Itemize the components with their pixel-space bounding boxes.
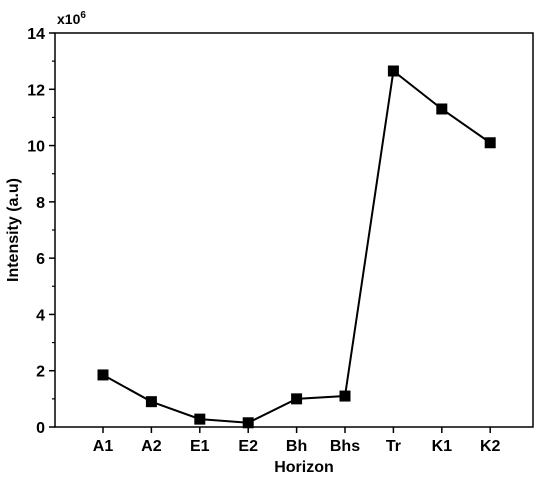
y-tick-label: 14	[27, 26, 45, 43]
x-axis: A1 A2 E1 E2 Bh Bhs Tr K1 K2	[93, 427, 501, 455]
plot-frame	[54, 32, 534, 428]
data-point	[387, 65, 399, 77]
series-points	[97, 65, 496, 429]
y-tick-label: 12	[27, 82, 45, 99]
y-axis-multiplier: x106	[57, 10, 86, 27]
multiplier-base: x10	[57, 11, 81, 27]
data-point	[436, 103, 448, 115]
multiplier-exponent: 6	[80, 10, 86, 21]
x-axis-title: Horizon	[274, 459, 334, 476]
data-point	[484, 137, 496, 149]
y-tick-label: 0	[36, 420, 45, 437]
data-point	[97, 369, 109, 381]
y-axis: 0 2 4 6 8 10 12 14	[27, 26, 55, 437]
x-tick-label: K1	[432, 438, 453, 455]
x-tick-label: K2	[480, 438, 501, 455]
y-tick-label: 4	[36, 307, 45, 324]
x-tick-label: E1	[190, 438, 210, 455]
data-point	[194, 413, 206, 425]
data-point	[291, 393, 303, 405]
x-tick-label: E2	[238, 438, 258, 455]
y-tick-label: 10	[27, 139, 45, 156]
x-tick-label: Bh	[286, 438, 307, 455]
x-tick-label: Bhs	[330, 438, 360, 455]
x-tick-label: A1	[93, 438, 114, 455]
x-tick-label: A2	[141, 438, 162, 455]
y-tick-label: 8	[36, 195, 45, 212]
data-point	[242, 417, 254, 429]
data-point	[145, 396, 157, 408]
y-axis-title: Intensity (a.u)	[5, 178, 22, 282]
series-line	[102, 69, 491, 424]
y-tick-label: 2	[36, 364, 45, 381]
data-point	[339, 390, 351, 402]
y-tick-label: 6	[36, 251, 45, 268]
x-tick-label: Tr	[386, 438, 401, 455]
